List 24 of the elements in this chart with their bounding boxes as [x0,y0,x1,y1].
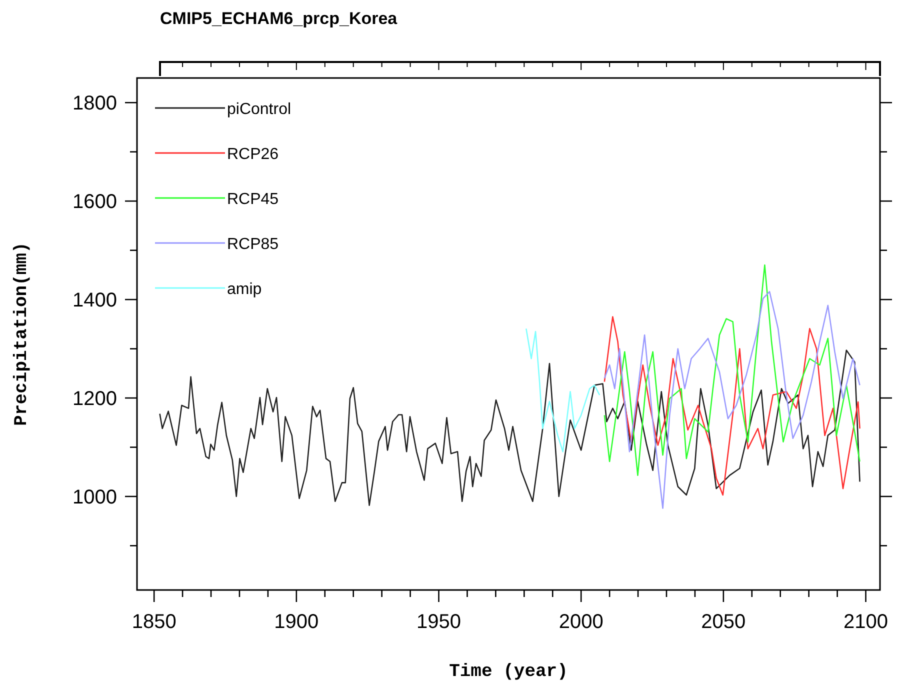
y-axis-title: Precipitation(mm) [12,242,32,426]
x-tick-label: 2000 [558,611,604,633]
x-axis-title: Time (year) [449,662,568,682]
y-tick-label: 1800 [72,92,117,115]
legend-label: RCP85 [227,236,279,253]
x-tick-label: 2100 [844,611,888,633]
line-series [604,291,860,509]
legend-label: RCP45 [227,191,279,208]
line-series [604,264,860,476]
line-series [159,350,860,506]
chart-title: CMIP5_ECHAM6_prcp_Korea [160,9,398,28]
legend-label: piControl [227,101,292,118]
x-tick-label: 1950 [416,611,462,633]
x-tick-label: 1850 [132,611,176,633]
legend-label: amip [227,281,262,298]
y-tick-label: 1200 [72,388,117,410]
x-tick-label: 2050 [701,611,746,633]
y-tick-label: 1000 [72,486,117,508]
legend-label: RCP26 [227,146,279,163]
y-tick-label: 1400 [72,290,117,312]
line-series [526,328,600,452]
x-tick-label: 1900 [274,611,319,633]
line-series [604,316,860,496]
y-tick-label: 1600 [72,191,117,214]
